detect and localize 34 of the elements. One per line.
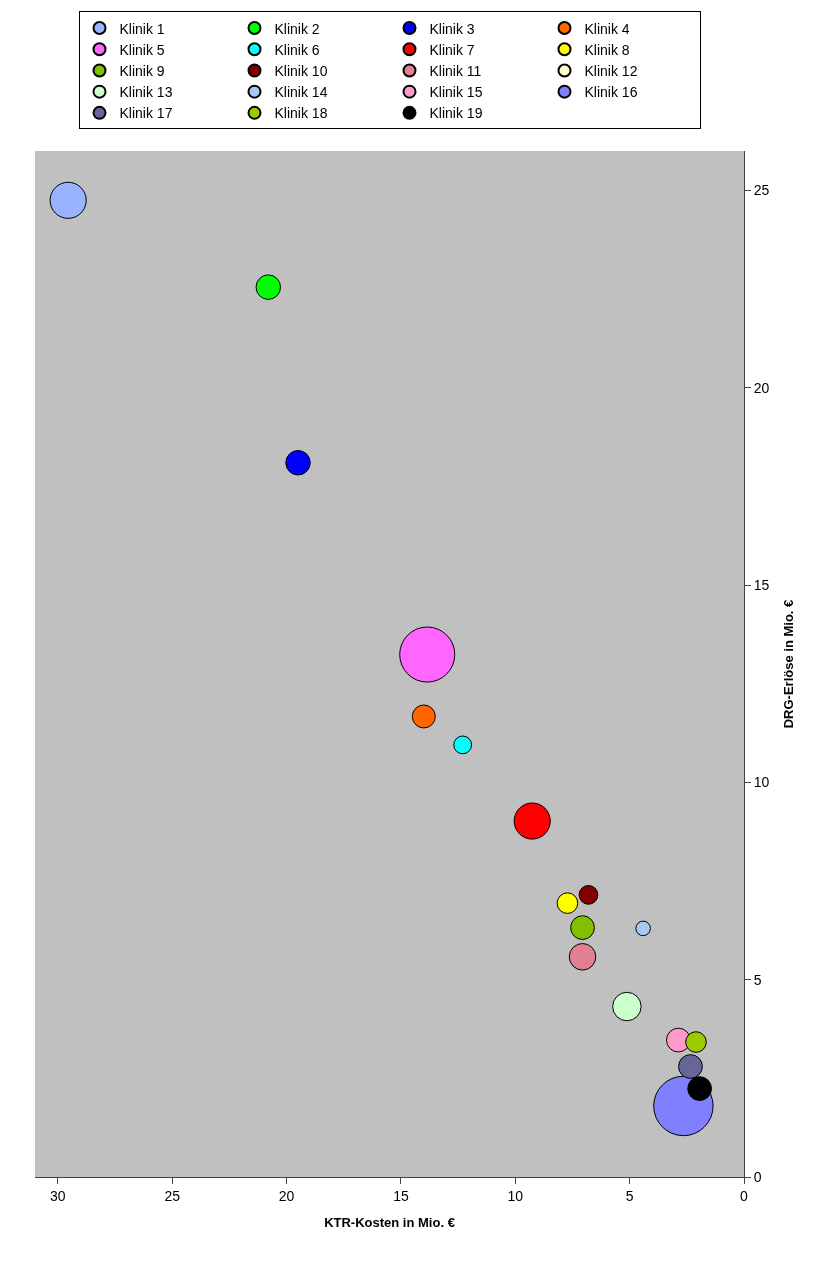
legend-label: Klinik 18 [274, 105, 328, 122]
x-tick-label: 20 [278, 1187, 295, 1204]
legend-label: Klinik 12 [584, 62, 638, 79]
x-tick-label: 0 [740, 1187, 749, 1204]
legend-label: Klinik 5 [119, 41, 165, 58]
y-tick-label: 10 [753, 774, 770, 791]
legend-label: Klinik 9 [119, 62, 165, 79]
legend-label: Klinik 13 [119, 84, 173, 101]
y-tick-label: 5 [753, 971, 762, 988]
legend-label: Klinik 4 [584, 20, 630, 37]
y-tick-label: 15 [753, 576, 770, 593]
legend-label: Klinik 7 [429, 41, 475, 58]
legend-label: Klinik 17 [119, 105, 173, 122]
legend-label: Klinik 2 [274, 20, 320, 37]
x-tick-label: 5 [625, 1187, 634, 1204]
legend-label: Klinik 16 [584, 84, 638, 101]
legend-label: Klinik 6 [274, 41, 320, 58]
x-tick-label: 30 [50, 1187, 66, 1204]
y-tick-label: 25 [753, 182, 770, 199]
x-axis-title: KTR-Kosten in Mio. € [324, 1215, 455, 1231]
legend-label: Klinik 1 [119, 20, 165, 37]
legend-label: Klinik 8 [584, 41, 630, 58]
legend-label: Klinik 10 [274, 62, 328, 79]
x-tick-label: 25 [164, 1187, 181, 1204]
y-axis-title: DRG-Erlöse in Mio. € [781, 599, 797, 729]
y-tick-label: 20 [753, 379, 770, 396]
legend-label: Klinik 3 [429, 20, 475, 37]
x-tick-label: 10 [507, 1187, 524, 1204]
legend-label: Klinik 14 [274, 84, 328, 101]
legend-label: Klinik 15 [429, 84, 483, 101]
x-tick-label: 15 [393, 1187, 409, 1204]
legend-label: Klinik 11 [429, 62, 482, 79]
legend-label: Klinik 19 [429, 105, 483, 122]
y-tick-label: 0 [753, 1168, 762, 1185]
